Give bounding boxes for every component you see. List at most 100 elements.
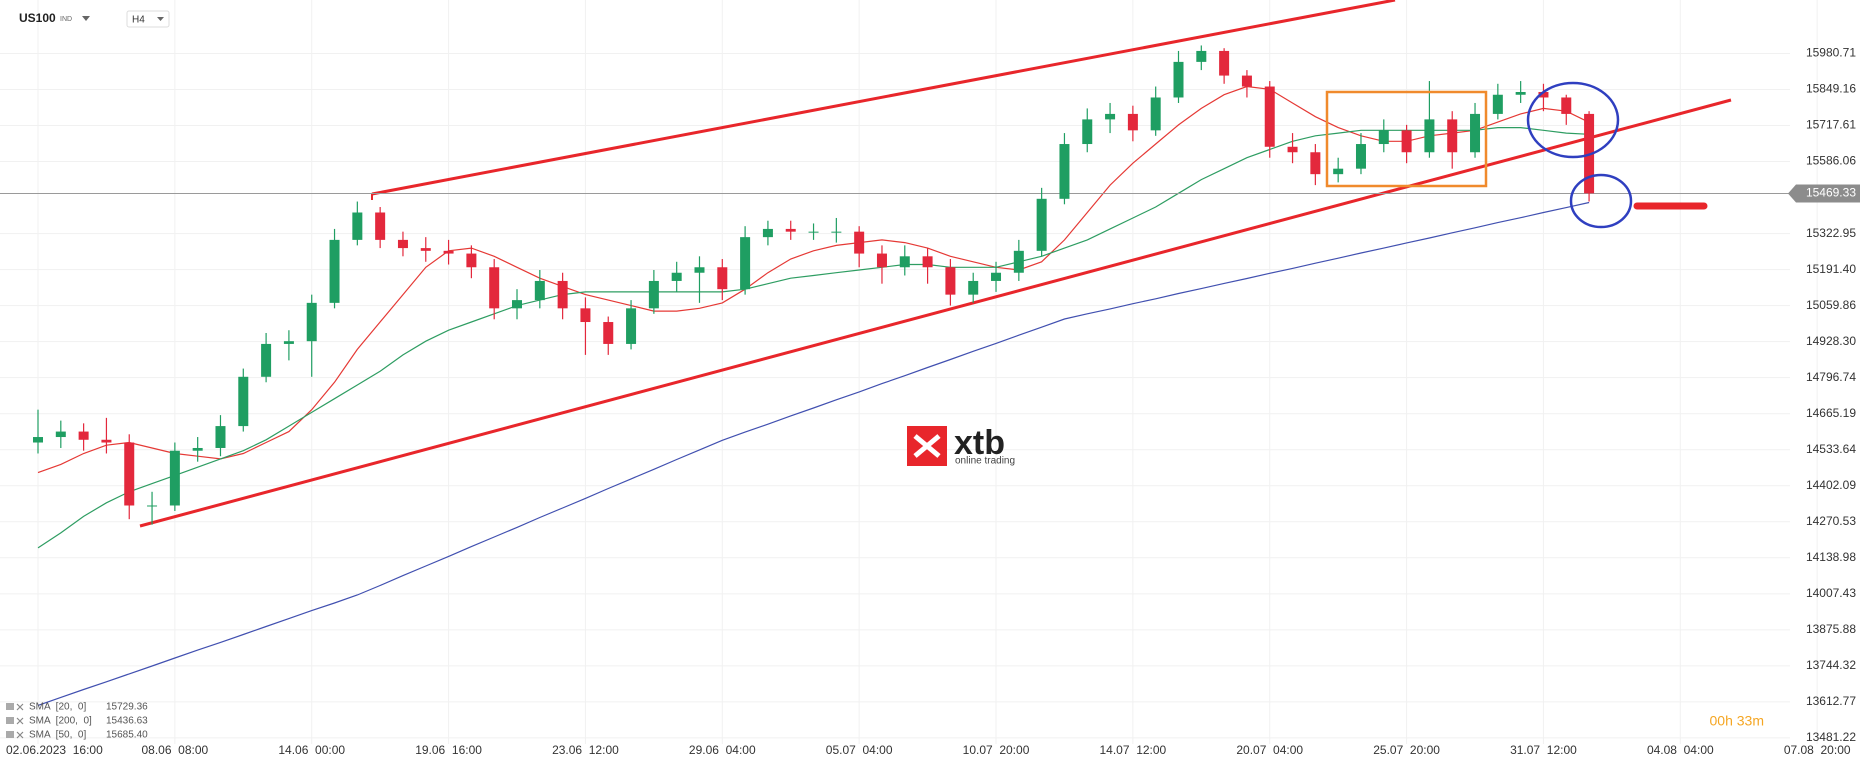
candle-body xyxy=(1561,97,1572,114)
candle-body xyxy=(306,302,317,342)
candle-body xyxy=(489,267,500,309)
timeframe-dropdown[interactable] xyxy=(157,17,164,21)
candle-body xyxy=(283,341,294,344)
candle-body xyxy=(899,256,910,268)
candle-body xyxy=(694,267,705,273)
symbol[interactable]: US100 xyxy=(19,11,56,25)
sma-line xyxy=(37,85,1590,474)
candle-body xyxy=(580,308,591,323)
candle-body xyxy=(443,250,454,254)
candle-body xyxy=(33,437,43,443)
candle-body xyxy=(420,248,431,251)
logo-x xyxy=(913,434,941,458)
candle-body xyxy=(991,272,1002,281)
candle-body xyxy=(671,272,682,281)
candle-body xyxy=(1196,50,1207,62)
candle-body xyxy=(1264,86,1275,147)
candle-body xyxy=(603,322,614,344)
candle-body xyxy=(1036,198,1047,251)
x-tick-label: 08.06 08:00 xyxy=(141,743,208,757)
candle-body xyxy=(352,212,363,240)
x-tick-label: 10.07 20:00 xyxy=(963,743,1030,757)
x-tick-label: 20.07 04:00 xyxy=(1236,743,1303,757)
candle-body xyxy=(1538,92,1549,98)
candle-body xyxy=(831,231,842,233)
y-tick-label: 13875.88 xyxy=(1806,622,1856,636)
candle-body xyxy=(785,228,796,232)
candle-body xyxy=(124,442,135,506)
timeframe-box[interactable] xyxy=(126,10,170,28)
legend-remove[interactable] xyxy=(16,703,24,711)
y-tick-label: 14270.53 xyxy=(1806,514,1856,528)
legend-value: 15729.36 xyxy=(106,702,148,713)
x-tick-label: 04.08 04:00 xyxy=(1647,743,1714,757)
candle-body xyxy=(466,253,477,268)
x-tick-label: 31.07 12:00 xyxy=(1510,743,1577,757)
y-tick-label: 15059.86 xyxy=(1806,298,1856,312)
candle-body xyxy=(1310,152,1321,175)
candle-body xyxy=(1059,144,1070,199)
candle-body xyxy=(626,308,637,344)
symbol-dropdown[interactable] xyxy=(82,16,90,21)
candle-body xyxy=(1173,61,1184,98)
legend-value: 15685.40 xyxy=(106,730,148,741)
candle-body xyxy=(1470,113,1481,153)
y-tick-label: 14796.74 xyxy=(1806,370,1856,384)
candle-body xyxy=(1241,75,1252,87)
candle-body xyxy=(557,280,568,309)
y-tick-label: 13744.32 xyxy=(1806,658,1856,672)
y-tick-label: 15849.16 xyxy=(1806,82,1856,96)
candle-body xyxy=(375,212,386,240)
legend-value: 15436.63 xyxy=(106,716,148,727)
candle-body xyxy=(534,280,545,301)
candle-body xyxy=(1127,113,1138,131)
x-tick-label: 25.07 20:00 xyxy=(1373,743,1440,757)
candle-body xyxy=(1287,146,1298,153)
upper-trendline xyxy=(371,0,1396,196)
y-tick-label: 14533.64 xyxy=(1806,442,1856,456)
candle-body xyxy=(1150,97,1161,131)
y-tick-label: 15717.61 xyxy=(1806,118,1856,132)
y-tick-label: 14665.19 xyxy=(1806,406,1856,420)
y-tick-label: 15586.06 xyxy=(1806,154,1856,168)
candle-body xyxy=(945,267,956,295)
candle-body xyxy=(1013,250,1024,273)
highlight-circle xyxy=(1526,81,1620,159)
candle-body xyxy=(1105,113,1116,120)
y-tick-label: 15980.71 xyxy=(1806,46,1856,60)
candle-body xyxy=(1082,119,1093,145)
y-tick-label: 14928.30 xyxy=(1806,334,1856,348)
legend-icon xyxy=(6,731,14,738)
y-tick-label: 15322.95 xyxy=(1806,226,1856,240)
legend-name: SMA [20, 0] xyxy=(29,702,86,713)
logo: xtb online trading xyxy=(907,424,1015,467)
x-tick-label: 23.06 12:00 xyxy=(552,743,619,757)
x-tick-label: 14.06 00:00 xyxy=(278,743,345,757)
candle-body xyxy=(238,376,249,427)
plot xyxy=(0,45,1790,706)
candle-body xyxy=(648,280,659,309)
x-tick-label: 29.06 04:00 xyxy=(689,743,756,757)
legend: SMA [20, 0] 15729.36 SMA [200, 0] 15436.63 S… xyxy=(6,702,148,741)
range-box xyxy=(1325,90,1488,188)
candle-body xyxy=(169,450,180,506)
y-tick-label: 15191.40 xyxy=(1806,262,1856,276)
logo-name: xtb xyxy=(954,424,1005,462)
candle-body xyxy=(854,231,865,254)
x-tick-label: 19.06 16:00 xyxy=(415,743,482,757)
legend-remove[interactable] xyxy=(16,717,24,725)
logo-tagline: online trading xyxy=(955,456,1015,467)
y-tick-label: 14007.43 xyxy=(1806,586,1856,600)
candle-body xyxy=(512,300,523,309)
candle-body xyxy=(147,505,158,507)
timeframe[interactable]: H4 xyxy=(132,15,145,26)
candle-body xyxy=(215,426,226,448)
lower-trendline xyxy=(139,98,1732,528)
candle-body xyxy=(1424,119,1435,153)
candle-body xyxy=(329,239,340,303)
candle-body xyxy=(1515,92,1526,95)
legend-remove[interactable] xyxy=(16,731,24,739)
x-tick-label: 07.08 20:00 xyxy=(1784,743,1851,757)
